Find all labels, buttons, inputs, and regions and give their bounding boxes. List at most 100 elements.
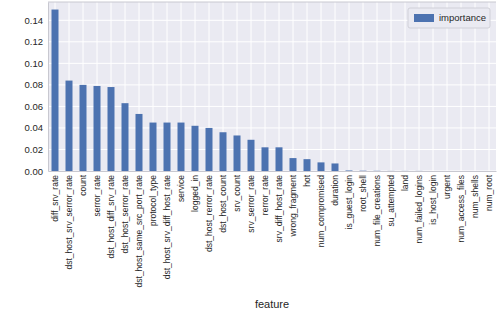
- tick: is_guest_login: [344, 171, 354, 229]
- bar: [80, 85, 87, 171]
- bar: [192, 126, 199, 171]
- tick: 0.14: [25, 15, 49, 26]
- tick-label: dst_host_count: [218, 174, 228, 232]
- tick-label: su_attempted: [386, 175, 396, 227]
- bar: [318, 162, 325, 171]
- tick-label: service: [176, 175, 186, 202]
- tick-label: logged_in: [190, 175, 200, 212]
- tick: protocol_type: [148, 171, 158, 226]
- grid-line: [48, 127, 496, 128]
- bar: [220, 132, 227, 171]
- tick-label: 0.10: [25, 58, 44, 69]
- grid-line: [363, 2, 364, 171]
- chart: 0.000.020.040.060.080.100.120.14diff_srv…: [0, 0, 500, 314]
- tick-label: 0.06: [25, 101, 44, 112]
- tick-label: hot: [302, 174, 312, 186]
- tick-label: urgent: [442, 174, 452, 199]
- legend-swatch: [414, 14, 434, 22]
- bar: [94, 86, 101, 171]
- tick: su_attempted: [386, 171, 396, 227]
- tick-label: is_guest_login: [344, 175, 354, 230]
- tick-label: num_shells: [470, 175, 480, 218]
- tick-label: count: [78, 174, 88, 195]
- grid-line: [405, 2, 406, 171]
- bar: [108, 87, 115, 171]
- tick: num_shells: [470, 171, 480, 218]
- bar: [360, 170, 367, 171]
- grid-line: [321, 2, 322, 171]
- tick-label: num_root: [484, 174, 494, 211]
- tick-label: dst_host_srv_serror_rate: [64, 175, 74, 270]
- tick-label: 0.14: [25, 15, 44, 26]
- grid-line: [307, 2, 308, 171]
- bar: [206, 128, 213, 171]
- bar: [374, 170, 381, 171]
- tick: urgent: [442, 171, 452, 199]
- tick-label: land: [400, 175, 410, 191]
- tick-label: dst_host_diff_srv_rate: [106, 175, 116, 259]
- tick: hot: [302, 171, 312, 187]
- grid-line: [349, 2, 350, 171]
- tick: num_root: [484, 171, 494, 211]
- tick-label: wrong_fragment: [288, 174, 298, 237]
- bar: [234, 135, 241, 171]
- bar: [248, 140, 255, 171]
- bar: [444, 171, 451, 172]
- tick-label: num_access_files: [456, 175, 466, 243]
- tick-label: rerror_rate: [260, 175, 270, 215]
- tick: 0.06: [25, 101, 49, 112]
- tick-label: 0.12: [25, 36, 44, 47]
- frame: [48, 2, 496, 3]
- tick-label: srv_diff_host_rate: [274, 175, 284, 243]
- tick-label: serror_rate: [92, 175, 102, 217]
- bar: [332, 163, 339, 171]
- bar: [430, 171, 437, 172]
- tick: 0.00: [25, 166, 49, 177]
- tick-label: dst_host_same_src_port_rate: [134, 175, 144, 288]
- tick: dst_host_count: [218, 171, 228, 233]
- bar: [262, 147, 269, 171]
- tick: land: [400, 171, 410, 191]
- tick: 0.12: [25, 36, 49, 47]
- tick: rerror_rate: [260, 171, 270, 215]
- tick: dst_host_serror_rate: [120, 171, 130, 253]
- tick: dst_host_srv_serror_rate: [64, 171, 74, 270]
- tick-label: diff_srv_rate: [50, 175, 60, 222]
- bar: [290, 158, 297, 171]
- grid: [48, 2, 496, 171]
- tick-label: 0.04: [25, 122, 44, 133]
- tick-label: num_failed_logins: [414, 175, 424, 244]
- bar: [486, 171, 493, 172]
- tick: duration: [330, 171, 340, 206]
- bar: [402, 170, 409, 171]
- tick: srv_diff_host_rate: [274, 171, 284, 242]
- tick: count: [78, 171, 88, 196]
- grid-line: [48, 63, 496, 64]
- tick: dst_host_same_src_port_rate: [134, 171, 144, 287]
- tick-label: srv_serror_rate: [246, 175, 256, 233]
- tick: 0.02: [25, 144, 49, 155]
- bar: [346, 170, 353, 171]
- bar: [136, 114, 143, 171]
- tick: service: [176, 171, 186, 202]
- y-axis: 0.000.020.040.060.080.100.120.14: [25, 3, 49, 177]
- tick: dst_host_diff_srv_rate: [106, 171, 116, 258]
- tick: serror_rate: [92, 171, 102, 217]
- tick-label: 0.00: [25, 166, 44, 177]
- tick-label: srv_count: [232, 174, 242, 211]
- tick-label: 0.02: [25, 144, 44, 155]
- tick: num_failed_logins: [414, 171, 424, 244]
- x-axis: diff_srv_rate dst_host_srv_serror_rate cou…: [49, 171, 497, 287]
- grid-line: [279, 2, 280, 171]
- bar: [178, 123, 185, 171]
- axis-line: [49, 171, 497, 172]
- bar: [276, 147, 283, 171]
- tick: num_file_creations: [372, 171, 382, 246]
- legend: importance: [408, 8, 490, 28]
- legend-box: [408, 8, 490, 28]
- tick: root_shell: [358, 171, 368, 212]
- plot-background: [48, 2, 496, 171]
- bar: [416, 170, 423, 171]
- tick: srv_serror_rate: [246, 171, 256, 233]
- tick-label: dst_host_serror_rate: [120, 175, 130, 254]
